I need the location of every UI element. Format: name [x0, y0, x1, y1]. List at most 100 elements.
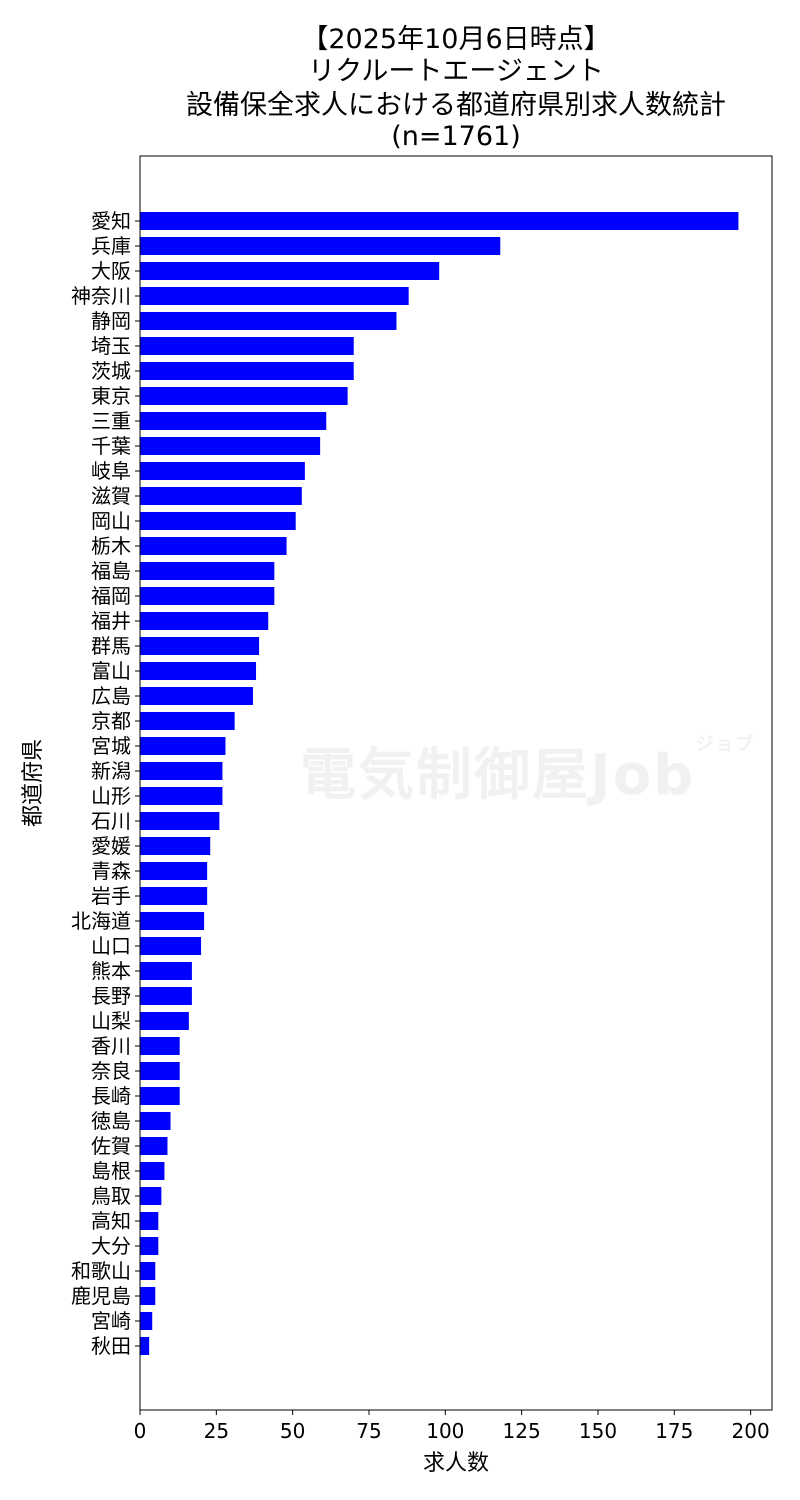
y-tick-label: 岐阜: [91, 459, 131, 483]
y-tick-label: 宮崎: [91, 1309, 131, 1333]
bar-熊本: [140, 962, 192, 980]
x-tick-label: 100: [426, 1419, 464, 1443]
y-tick-label: 愛媛: [91, 834, 131, 858]
bar-青森: [140, 862, 208, 880]
y-tick-label: 茨城: [91, 359, 131, 383]
bar-福岡: [140, 587, 275, 605]
y-tick-label: 富山: [91, 659, 131, 683]
bar-長崎: [140, 1087, 180, 1105]
bar-新潟: [140, 762, 223, 780]
y-tick-label: 山梨: [91, 1009, 131, 1033]
bar-鳥取: [140, 1187, 162, 1205]
y-tick-label: 山形: [91, 784, 131, 808]
y-tick-label: 石川: [91, 809, 131, 833]
x-tick-label: 150: [579, 1419, 617, 1443]
bar-群馬: [140, 637, 260, 655]
chart-title-line-3: 設備保全求人における都道府県別求人数統計: [186, 90, 726, 121]
y-tick-label: 青森: [91, 859, 131, 883]
y-tick-label: 秋田: [91, 1334, 131, 1358]
y-tick-label: 福岡: [91, 584, 131, 608]
bar-栃木: [140, 537, 287, 555]
x-tick-label: 125: [503, 1419, 541, 1443]
y-tick-label: 静岡: [91, 309, 131, 333]
y-tick-label: 栃木: [91, 534, 131, 558]
y-tick-label: 新潟: [91, 759, 131, 783]
bar-広島: [140, 687, 253, 705]
x-axis: 0 25 50 75 100 125 150 175 200: [134, 1410, 770, 1443]
bar-神奈川: [140, 287, 409, 305]
y-tick-label: 兵庫: [91, 234, 131, 258]
plot-frame: [139, 155, 773, 1411]
y-tick-label: 愛知: [91, 209, 131, 233]
y-tick-label: 三重: [91, 409, 131, 433]
bar-三重: [140, 412, 327, 430]
bar-山口: [140, 937, 202, 955]
bar-兵庫: [140, 237, 501, 255]
y-tick-label: 埼玉: [91, 334, 131, 358]
y-tick-label: 福井: [91, 609, 131, 633]
chart-title-line-4: (n=1761): [391, 121, 521, 152]
chart-title-line-1: 【2025年10月6日時点】: [301, 24, 611, 55]
x-tick-label: 200: [732, 1419, 770, 1443]
bar-香川: [140, 1037, 180, 1055]
bar-長野: [140, 987, 192, 1005]
y-tick-label: 徳島: [91, 1109, 131, 1133]
y-tick-label: 長野: [91, 984, 131, 1008]
bar-奈良: [140, 1062, 180, 1080]
bar-愛媛: [140, 837, 211, 855]
bar-静岡: [140, 312, 397, 330]
y-tick-label: 大分: [91, 1234, 131, 1258]
bar-高知: [140, 1212, 159, 1230]
y-tick-label: 北海道: [71, 909, 131, 933]
bar-鹿児島: [140, 1287, 156, 1305]
y-tick-label: 広島: [91, 684, 131, 708]
bars-group: [140, 212, 739, 1355]
bar-石川: [140, 812, 220, 830]
y-tick-label: 鹿児島: [71, 1284, 131, 1308]
bar-千葉: [140, 437, 321, 455]
bar-大分: [140, 1237, 159, 1255]
y-tick-label: 滋賀: [91, 484, 131, 508]
bar-愛知: [140, 212, 739, 230]
bar-岡山: [140, 512, 296, 530]
bar-京都: [140, 712, 235, 730]
bar-富山: [140, 662, 257, 680]
x-tick-label: 50: [280, 1419, 305, 1443]
y-tick-label: 大阪: [91, 259, 131, 283]
x-tick-label: 75: [356, 1419, 381, 1443]
y-tick-label: 高知: [91, 1209, 131, 1233]
bar-福井: [140, 612, 269, 630]
y-tick-label: 岡山: [91, 509, 131, 533]
y-tick-label: 島根: [91, 1159, 131, 1183]
bar-北海道: [140, 912, 205, 930]
bar-山形: [140, 787, 223, 805]
x-tick-label: 0: [134, 1419, 147, 1443]
bar-秋田: [140, 1337, 150, 1355]
bar-東京: [140, 387, 348, 405]
bar-埼玉: [140, 337, 354, 355]
y-tick-label: 鳥取: [91, 1184, 131, 1208]
x-tick-label: 25: [204, 1419, 229, 1443]
y-tick-label: 山口: [91, 934, 131, 958]
bar-滋賀: [140, 487, 302, 505]
y-tick-label: 東京: [91, 384, 131, 408]
y-tick-label: 奈良: [91, 1059, 131, 1083]
y-tick-label: 和歌山: [71, 1259, 131, 1283]
bar-和歌山: [140, 1262, 156, 1280]
bar-福島: [140, 562, 275, 580]
bar-山梨: [140, 1012, 189, 1030]
watermark-logo: 電気制御屋Jobジョブ: [300, 734, 756, 808]
y-tick-label: 佐賀: [91, 1134, 131, 1158]
y-tick-label: 宮城: [91, 734, 131, 758]
bar-島根: [140, 1162, 165, 1180]
bar-宮崎: [140, 1312, 153, 1330]
y-tick-label: 福島: [91, 559, 131, 583]
y-axis-label: 都道府県: [21, 739, 46, 827]
y-tick-label: 熊本: [91, 959, 131, 983]
chart-title-line-2: リクルートエージェント: [308, 56, 604, 87]
bar-岐阜: [140, 462, 305, 480]
bar-岩手: [140, 887, 208, 905]
y-tick-label: 香川: [91, 1034, 131, 1058]
bar-茨城: [140, 362, 354, 380]
